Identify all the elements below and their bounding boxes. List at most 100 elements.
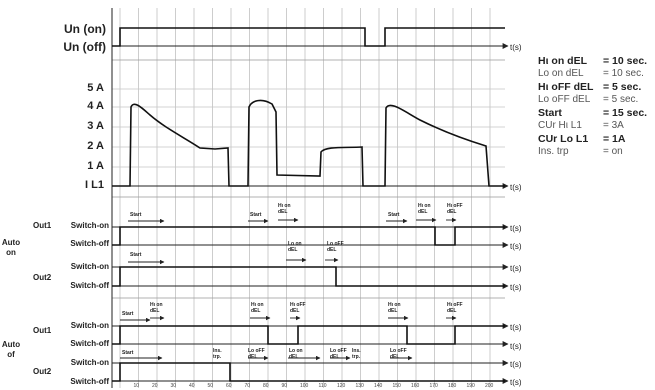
time-axis-label-un: t(s) [510,43,522,52]
ann-line: dEL [388,308,398,314]
ann-start-b1: Start [122,311,133,317]
param-name: Ins. trp [538,146,569,157]
a-out1-trace [112,226,505,246]
param-value: = 10 sec. [603,55,648,67]
auto-of-out1-switch-off: Switch-off [70,339,109,348]
current-trace [112,99,505,187]
ann-line: Start [122,311,134,317]
x-tick-label: 170 [429,383,438,389]
param-name: Lo oFF dEL [538,94,591,105]
param-row: Hι oFF dEL = 5 sec. [538,81,655,94]
time-axis-label-b-out1-off: t(s) [510,342,522,351]
ann-line: Start [130,252,142,258]
ann-line: dEL [248,354,258,360]
time-axis-label-a-out1-off: t(s) [510,242,522,251]
ann-hi-on-b1: Hι on dEL [150,302,163,314]
param-row: Ins. trp = on [538,146,655,159]
param-row: Lo on dEL = 10 sec. [538,68,655,81]
ann-line: Hι on [418,203,431,209]
ann-lo-off-b2: Lo oFF dEL [248,348,265,360]
param-value: = on [603,146,623,157]
ann-line: Lo on [288,241,302,247]
param-row: Start = 15 sec. [538,107,655,120]
x-tick-label: 50 [207,383,214,389]
ann-line: Hι on [251,302,264,308]
x-tick-label: 120 [337,383,346,389]
auto-on-out2-switch-on: Switch-on [70,262,109,271]
ann-line: Lo oFF [330,348,347,354]
ann-hi-on-dEL-a1: Hι on dEL [278,203,291,215]
param-value: = 5 sec. [603,94,639,105]
ann-lo-on-b2: Lo on dEL [289,348,303,360]
ann-ins-b2b: Ins. trp. [352,348,361,360]
param-value: = 3A [603,120,624,131]
ann-start-b2: Start [122,350,133,356]
auto-of-out2-switch-off: Switch-off [70,377,109,386]
auto-on-out1-switch-on: Switch-on [70,221,109,230]
param-row: Hι on dEL = 10 sec. [538,55,655,68]
param-value: = 10 sec. [603,68,644,79]
parameter-list: Hι on dEL = 10 sec. Lo on dEL = 10 sec. Hι… [538,55,655,159]
ann-hi-on-a1b: Hι on dEL [418,203,431,215]
time-axis-label-b-out1-on: t(s) [510,323,522,332]
un-off-label: Un (off) [63,40,106,54]
x-tick-label: 180 [448,383,457,389]
x-tick-label: 140 [374,383,383,389]
x-tick-label: 100 [300,383,309,389]
x-tick-label: 10 [133,383,140,389]
un-on-label: Un (on) [64,22,106,36]
ann-line: Lo oFF [248,348,265,354]
ann-start-a1b: Start [388,212,399,218]
auto-on-label: Auto on [1,238,21,258]
ann-line: Hι on [278,203,291,209]
ann-line: Start [122,350,134,356]
current-label-4a: 4 A [87,100,104,112]
ann-line: Hι oFF [447,203,463,209]
x-tick-label: 160 [411,383,420,389]
ann-start-a2: Start [130,252,141,258]
auto-of-out2-switch-on: Switch-on [70,358,109,367]
param-name: CUr Lo L1 [538,133,589,145]
ann-line: Hι on [388,302,401,308]
current-label-il1: I L1 [85,179,104,191]
param-value: = 15 sec. [603,107,648,119]
auto-of-label: Auto of [1,340,21,360]
time-axis-label-a-out2-off: t(s) [510,283,522,292]
time-axis-label-a-out1-on: t(s) [510,224,522,233]
x-tick-label: 30 [170,383,177,389]
ann-line: Lo on [289,348,303,354]
x-tick-label: 70 [244,383,251,389]
ann-line: dEL [278,209,288,215]
time-axis-label-b-out2-off: t(s) [510,378,522,387]
x-tick-label: 150 [392,383,401,389]
x-tick-label: 130 [355,383,364,389]
ann-line: Hι oFF [447,302,463,308]
ann-ins-b2: Ins. trp. [213,348,222,360]
auto-on-out1-label: Out1 [33,221,52,230]
param-row: CUr Hι L1 = 3A [538,120,655,133]
x-tick-label: 20 [152,383,158,389]
b-out2-trace [112,362,505,382]
ann-line: Start [130,212,142,218]
ann-hi-on-a1: Start [250,212,261,218]
ann-line: Ins. [352,348,361,354]
param-row: Lo oFF dEL = 5 sec. [538,94,655,107]
auto-of-out1-switch-on: Switch-on [70,321,109,330]
ann-line: dEL [390,354,400,360]
auto-on-line1: Auto [1,238,21,247]
ann-line: dEL [150,308,160,314]
ann-line: dEL [290,308,300,314]
ann-line: trp. [213,354,222,360]
x-tick-label: 110 [318,383,327,389]
ann-line: Hι oFF [290,302,306,308]
b-out1-trace [112,325,505,345]
x-tick-label: 60 [226,383,232,389]
current-label-2a: 2 A [87,140,104,152]
auto-of-line2: of [7,350,15,359]
param-name: Hι on dEL [538,55,587,67]
ann-line: Ins. [213,348,222,354]
param-name: CUr Hι L1 [538,120,582,131]
ann-hi-on-b1-2: Hι on dEL [251,302,264,314]
ann-start-a1: Start [130,212,141,218]
ann-line: Lo oFF [327,241,344,247]
